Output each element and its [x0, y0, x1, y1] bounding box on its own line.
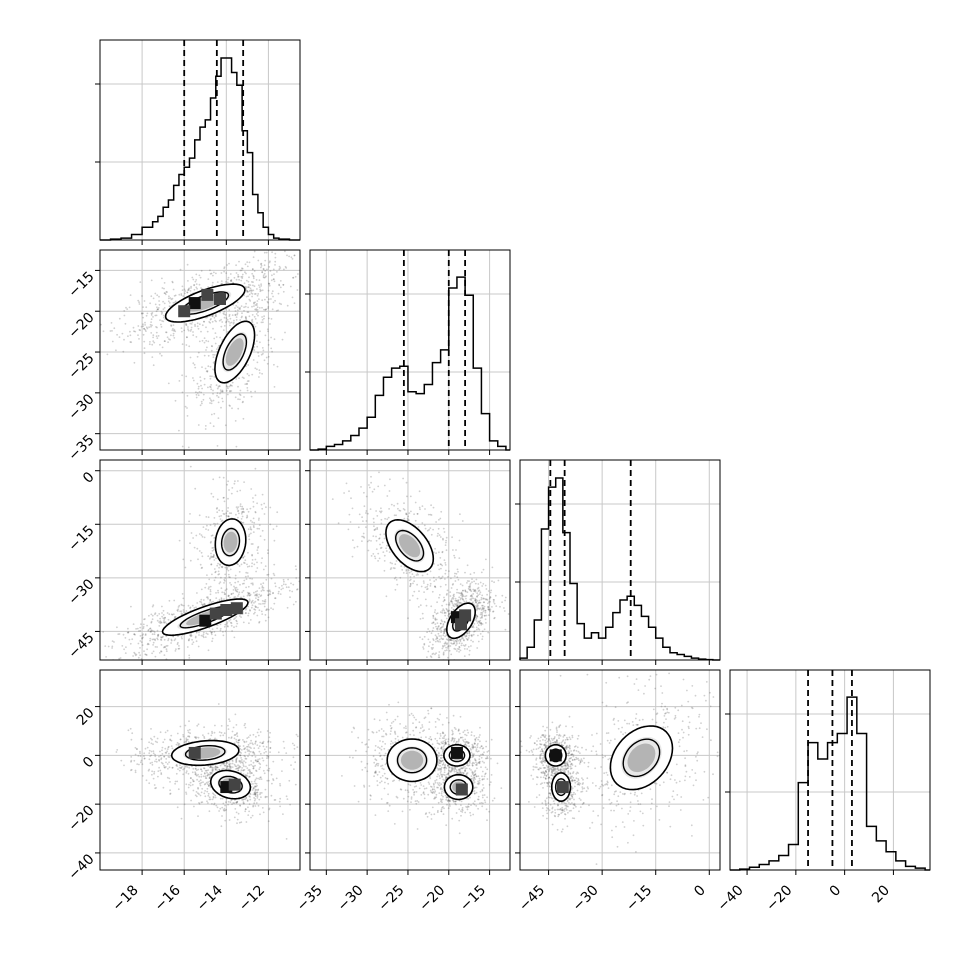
y-tick-label: 20 [74, 705, 98, 729]
histogram-panel [95, 39, 301, 241]
x-tick-label: −40 [715, 882, 747, 914]
density-fill-core [627, 743, 656, 773]
x-tick-label: −30 [570, 882, 602, 914]
histogram-panel [515, 459, 721, 661]
histogram-step [310, 276, 510, 451]
density-cell [556, 781, 569, 794]
density-contour-inner [396, 747, 428, 774]
density-cell [188, 297, 201, 310]
density-fill-core [400, 750, 424, 770]
x-tick-label: −15 [457, 882, 489, 914]
histogram-panel [305, 249, 511, 451]
density-cell [459, 609, 472, 622]
density-contour-inner [622, 738, 661, 778]
panel-frame [99, 39, 301, 241]
x-tick-label: 20 [869, 882, 893, 906]
y-tick-label: 0 [80, 754, 98, 772]
scatter-panel [519, 669, 721, 871]
density-cell [228, 778, 241, 791]
y-tick-label: −20 [65, 310, 97, 342]
panel-frame [519, 459, 721, 661]
density-cell [455, 783, 468, 796]
y-tick-label: −20 [65, 802, 97, 834]
x-tick-label: −30 [335, 882, 367, 914]
density-fill-core [225, 338, 244, 366]
x-tick-label: −18 [110, 882, 142, 914]
y-tick-label: −35 [65, 432, 97, 464]
density-cell [549, 749, 562, 762]
y-tick-label: −15 [65, 269, 97, 301]
density-cell [230, 602, 243, 615]
density-cell [209, 607, 222, 620]
y-tick-label: 0 [80, 469, 98, 487]
panel-frame [99, 669, 301, 871]
density-contour-inner [218, 775, 243, 794]
scatter-panel [99, 669, 301, 871]
density-cell [199, 614, 212, 627]
density-fill-core [399, 534, 421, 558]
panel-frame [729, 669, 931, 871]
density-contour-inner [184, 745, 226, 761]
density-cell [450, 746, 463, 759]
x-tick-label: −20 [416, 882, 448, 914]
panel-frame [309, 669, 511, 871]
histogram-step [100, 57, 300, 241]
density-fill-core [223, 531, 238, 553]
panel-frame [99, 249, 301, 451]
density-contour-inner [394, 529, 425, 562]
y-tick-label: −45 [65, 630, 97, 662]
y-tick-label: −30 [65, 576, 97, 608]
x-tick-label: −20 [763, 882, 795, 914]
y-tick-label: −15 [65, 523, 97, 555]
scatter-panel [309, 669, 511, 871]
x-tick-label: 0 [691, 882, 709, 900]
x-tick-label: −25 [375, 882, 407, 914]
density-cell [214, 292, 226, 305]
histogram-step [519, 477, 720, 661]
scatter-panel [99, 249, 301, 451]
density-contour-inner [222, 333, 248, 371]
density-cell [220, 604, 233, 616]
histogram-panel [725, 669, 931, 871]
x-tick-label: −35 [294, 882, 326, 914]
panel-frame [309, 249, 511, 451]
density-contour-inner [220, 527, 241, 557]
y-tick-label: −25 [65, 350, 97, 382]
density-cell [188, 746, 201, 759]
x-tick-label: −12 [236, 882, 268, 914]
density-cell [201, 288, 214, 301]
scatter-panel [99, 459, 301, 661]
x-tick-label: −15 [623, 882, 655, 914]
x-tick-label: −16 [152, 882, 184, 914]
panel-frame [309, 459, 511, 661]
panel-frame [99, 459, 301, 661]
y-tick-label: −40 [65, 851, 97, 883]
panel-frame [519, 669, 721, 871]
scatter-panel [309, 459, 511, 661]
density-cell [178, 305, 191, 318]
y-tick-label: −30 [65, 391, 97, 423]
x-tick-label: 0 [827, 882, 845, 900]
density-contour-inner [554, 778, 568, 797]
x-tick-label: −14 [194, 882, 226, 914]
x-tick-label: −45 [516, 882, 548, 914]
